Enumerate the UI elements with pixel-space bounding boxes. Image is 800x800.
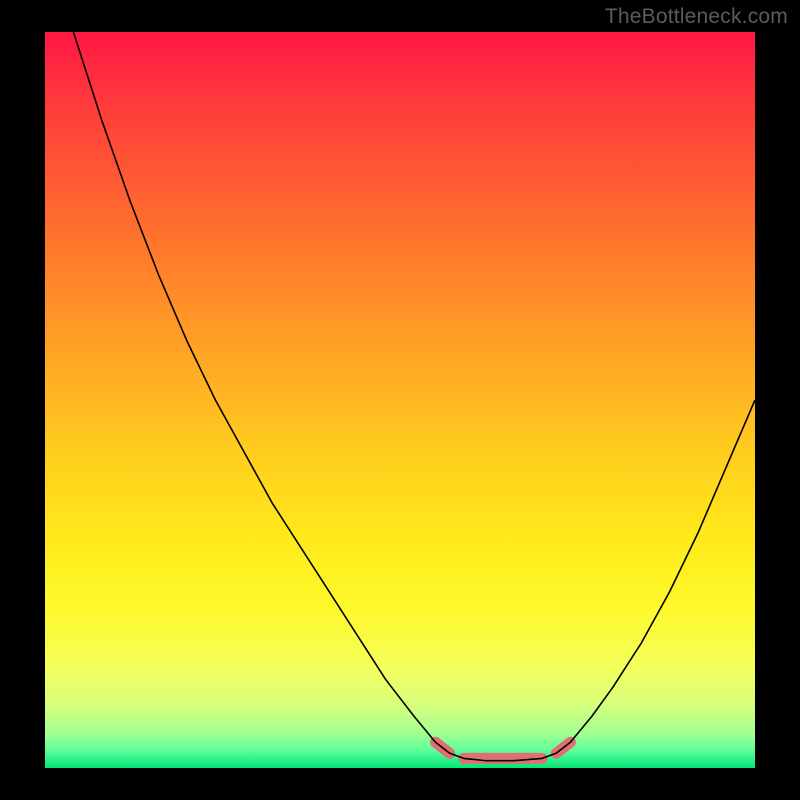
watermark-text: TheBottleneck.com <box>605 5 788 29</box>
chart-curve-layer <box>45 32 755 768</box>
bottleneck-chart <box>45 32 755 768</box>
bottleneck-curve <box>73 32 755 761</box>
